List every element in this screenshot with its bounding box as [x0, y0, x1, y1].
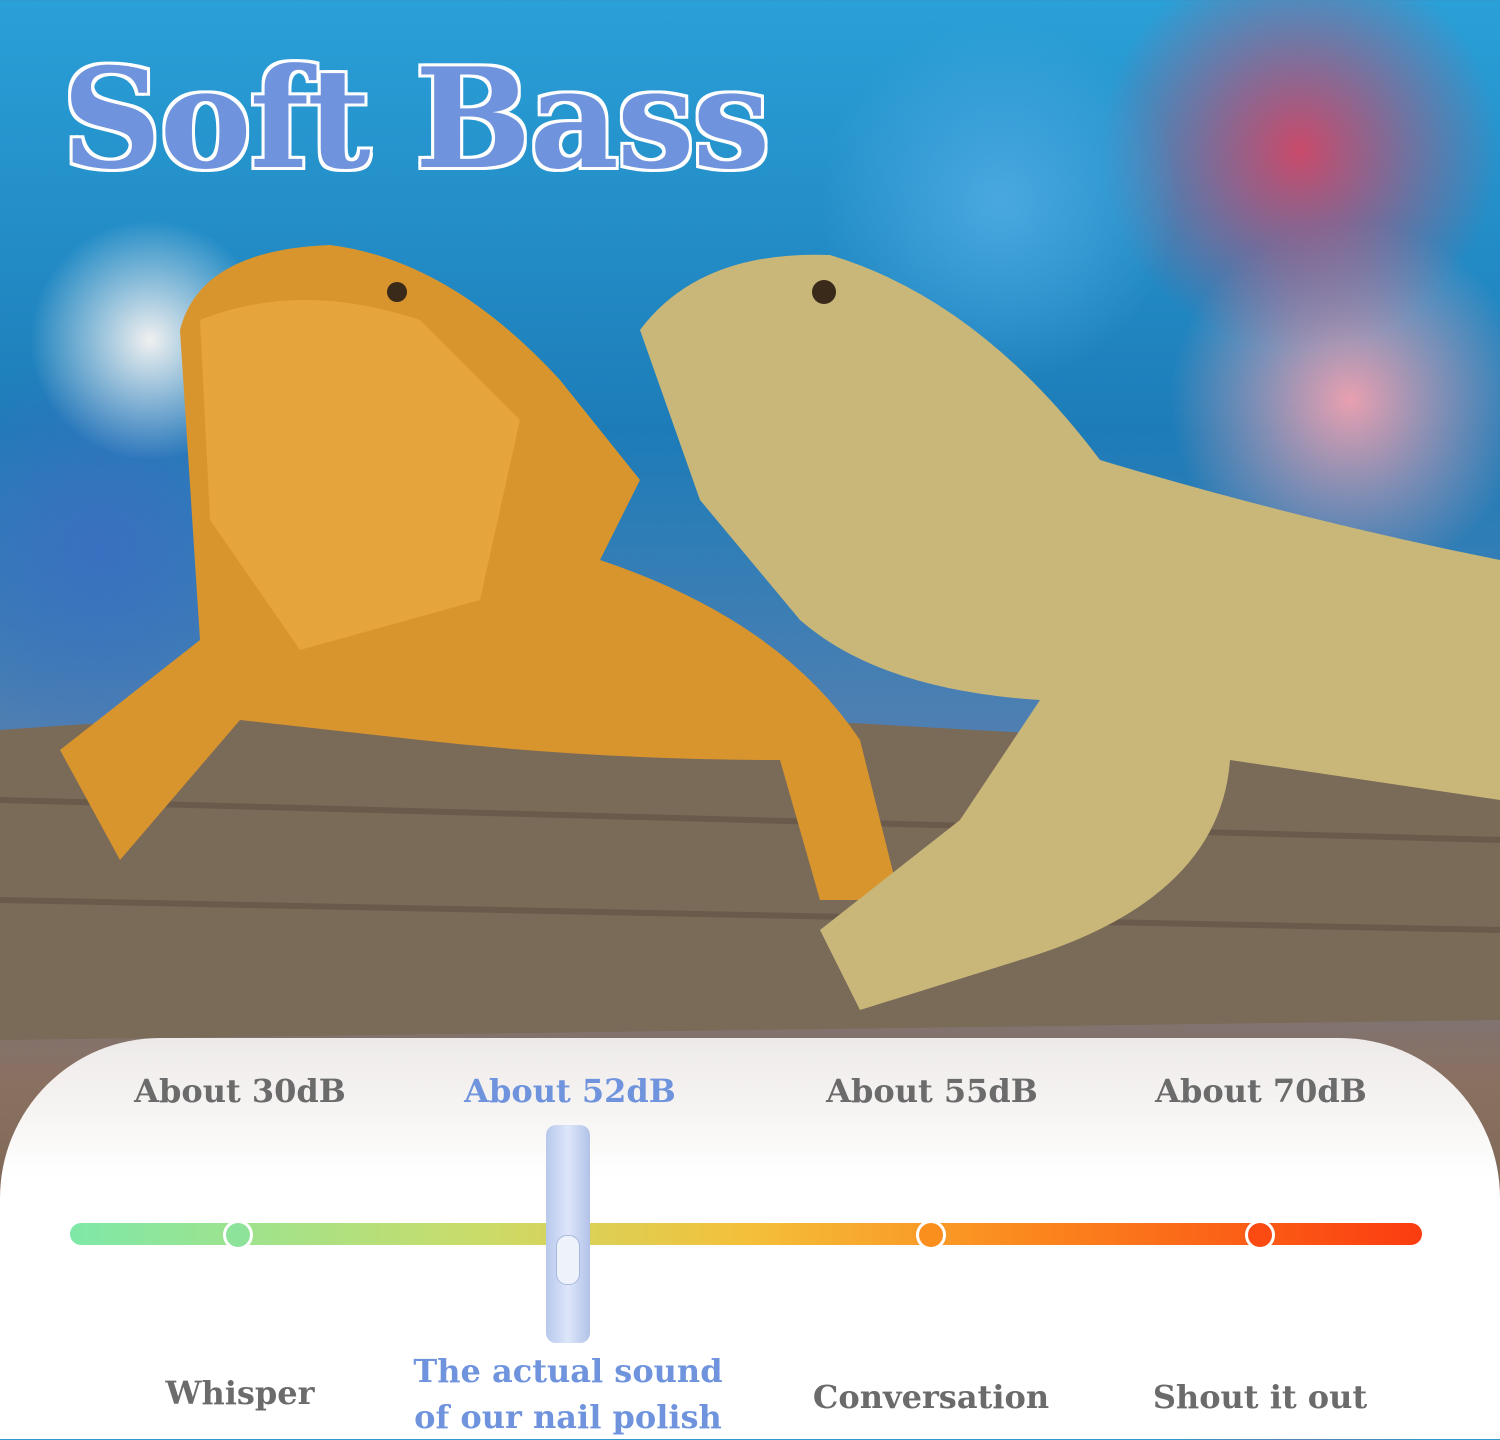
label-product-line1: The actual sound: [413, 1352, 723, 1390]
label-whisper: Whisper: [165, 1374, 315, 1412]
label-product-line2: of our nail polish: [414, 1398, 722, 1436]
page-title: Soft Bass: [60, 37, 772, 200]
marker-shout: [1245, 1220, 1275, 1250]
decibel-scale-bar: [70, 1223, 1422, 1245]
level-db-product: About 52dB: [464, 1072, 676, 1110]
label-product: The actual sound of our nail polish: [413, 1348, 722, 1440]
nail-drill-product-image: [546, 1125, 590, 1343]
device-button: [556, 1235, 580, 1285]
level-db-conversation: About 55dB: [826, 1072, 1038, 1110]
marker-conversation: [916, 1220, 946, 1250]
level-db-shout: About 70dB: [1155, 1072, 1367, 1110]
bearded-dragons-photo: [0, 245, 1500, 1040]
marker-whisper: [223, 1220, 253, 1250]
level-db-whisper: About 30dB: [134, 1072, 346, 1110]
label-shout: Shout it out: [1152, 1378, 1368, 1416]
right-dragon: [640, 254, 1500, 1010]
label-conversation: Conversation: [812, 1378, 1050, 1416]
